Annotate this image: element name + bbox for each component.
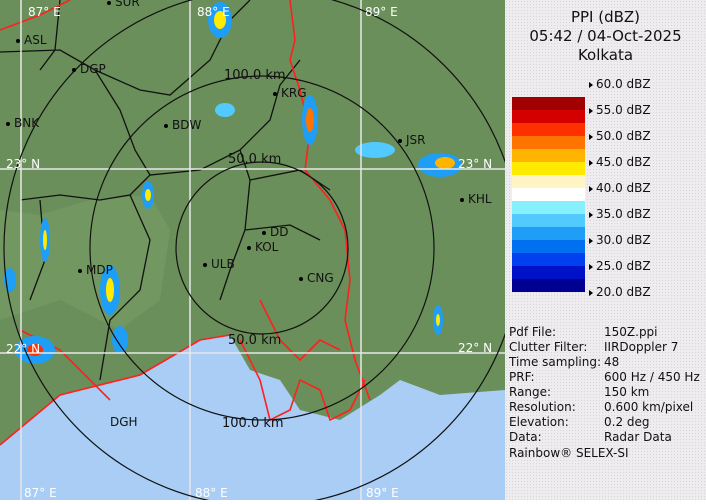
color-band (512, 227, 585, 240)
software-credit: Rainbow® SELEX-SI (509, 446, 629, 460)
map-canvas (0, 0, 521, 504)
info-key: Clutter Filter: (509, 340, 588, 354)
color-band (512, 201, 585, 214)
city-label: CNG (299, 272, 334, 284)
info-row: Time sampling: 48 (509, 356, 619, 368)
range-label: 50.0 km (228, 152, 282, 167)
city-label: SUR (107, 0, 140, 8)
info-row: Clutter Filter: IIRDoppler 7 (509, 341, 678, 353)
city-label: DGH (110, 415, 138, 429)
scale-tick-label: 35.0 dBZ (589, 208, 651, 220)
city-label: JSR (398, 134, 426, 146)
info-key: PRF: (509, 370, 535, 384)
city-label: KRG (273, 87, 307, 99)
scale-tick-label: 50.0 dBZ (589, 130, 651, 142)
info-key: Time sampling: (509, 355, 602, 369)
grid-label: 89° E (365, 5, 398, 19)
info-value: Radar Data (604, 430, 672, 444)
city-label: MDP (78, 264, 113, 276)
precipitation-echoes (4, 2, 462, 364)
info-row: Data: Radar Data (509, 431, 672, 443)
city-label: KHL (460, 193, 492, 205)
scale-tick-label: 40.0 dBZ (589, 182, 651, 194)
city-label: BNK (6, 117, 39, 129)
color-band (512, 266, 585, 279)
color-band (512, 279, 585, 292)
radar-map: SUR ASL DGP BNK BDW KRG JSR KHL DD KOL U… (0, 0, 505, 500)
info-key: Resolution: (509, 400, 576, 414)
color-band (512, 97, 585, 110)
info-value: 150Z.ppi (604, 325, 658, 339)
legend-panel: PPI (dBZ) 05:42 / 04-Oct-2025 Kolkata 60… (505, 0, 706, 500)
city-label: ULB (203, 258, 235, 270)
color-band (512, 149, 585, 162)
color-band (512, 110, 585, 123)
color-scale (512, 97, 585, 292)
scale-tick-label: 60.0 dBZ (589, 78, 651, 90)
info-value: IIRDoppler 7 (604, 340, 679, 354)
info-value: 0.600 km/pixel (604, 400, 694, 414)
timestamp: 05:42 / 04-Oct-2025 (529, 27, 682, 45)
info-row: Range: 150 km (509, 386, 649, 398)
info-value: 48 (604, 355, 620, 369)
info-key: Elevation: (509, 415, 569, 429)
range-label: 100.0 km (224, 68, 286, 83)
color-band (512, 136, 585, 149)
info-value: 600 Hz / 450 Hz (604, 370, 700, 384)
land-shade (0, 195, 170, 330)
color-band (512, 188, 585, 201)
color-band (512, 162, 585, 175)
scale-tick-label: 25.0 dBZ (589, 260, 651, 272)
color-band (512, 175, 585, 188)
scale-tick-label: 45.0 dBZ (589, 156, 651, 168)
info-value: 150 km (604, 385, 650, 399)
info-key: Data: (509, 430, 542, 444)
grid-label: 22° N (6, 342, 41, 356)
product-title: PPI (dBZ) (570, 8, 641, 26)
scale-tick-label: 55.0 dBZ (589, 104, 651, 116)
info-row: PRF: 600 Hz / 450 Hz (509, 371, 700, 383)
color-band (512, 214, 585, 227)
international-border (0, 0, 371, 446)
sea (0, 335, 505, 500)
color-band (512, 253, 585, 266)
info-row: Resolution: 0.600 km/pixel (509, 401, 693, 413)
grid-label: 88° E (195, 486, 228, 500)
scale-tick-label: 20.0 dBZ (589, 286, 651, 298)
city-label: BDW (164, 119, 201, 131)
info-row: Elevation: 0.2 deg (509, 416, 650, 428)
range-label: 50.0 km (228, 333, 282, 348)
lat-lon-grid (0, 0, 505, 500)
color-band (512, 123, 585, 136)
info-key: Pdf File: (509, 325, 557, 339)
range-label: 100.0 km (222, 416, 284, 431)
grid-label: 87° E (28, 5, 61, 19)
station-name: Kolkata (577, 46, 634, 64)
city-label: ASL (16, 34, 47, 46)
grid-label: 22° N (458, 341, 493, 355)
city-label: KOL (247, 241, 278, 253)
info-key: Range: (509, 385, 552, 399)
info-value: 0.2 deg (604, 415, 650, 429)
grid-label: 23° N (6, 157, 41, 171)
grid-label: 23° N (458, 157, 493, 171)
scale-tick-label: 30.0 dBZ (589, 234, 651, 246)
color-band (512, 240, 585, 253)
info-row: Pdf File: 150Z.ppi (509, 326, 658, 338)
city-label: DGP (72, 63, 106, 75)
city-label: DD (262, 226, 288, 238)
grid-label: 87° E (24, 486, 57, 500)
grid-label: 89° E (366, 486, 399, 500)
grid-label: 88° E (197, 5, 230, 19)
